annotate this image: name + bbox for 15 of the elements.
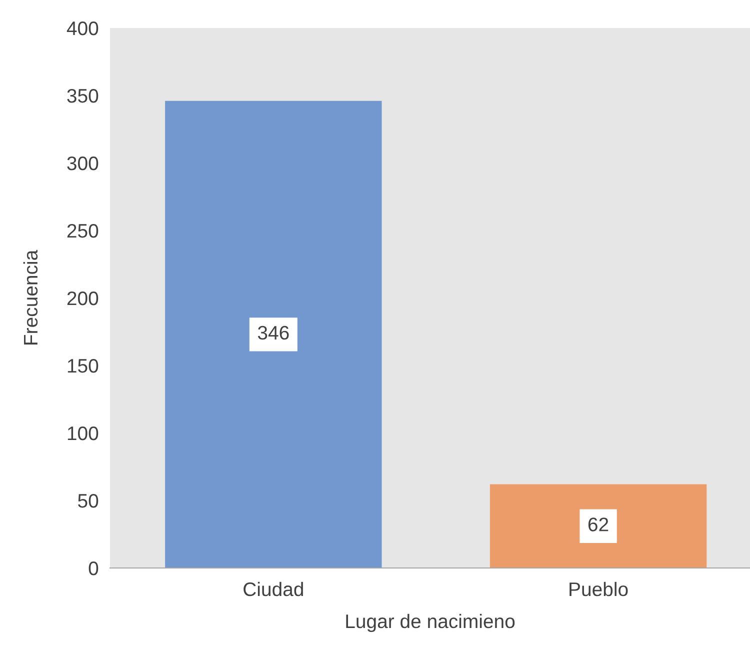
y-tick-label: 50 [78,494,98,508]
x-tick-label: Ciudad [244,582,303,596]
data-label: 346 [258,326,289,340]
y-tick-label: 150 [68,358,98,373]
y-tick-label: 100 [68,426,98,440]
y-tick-label: 300 [67,156,98,170]
y-tick-label: 400 [66,21,98,36]
x-axis-title: Lugar de nacimieno [346,614,515,632]
x-tick-label: Pueblo [570,582,628,596]
y-tick-label: 200 [67,291,98,306]
y-tick-label: 0 [88,561,98,576]
y-tick-label: 350 [67,88,98,103]
y-tick-label: 250 [67,224,98,238]
data-label: 62 [588,518,608,532]
y-axis-title: Frecuencia [23,250,38,344]
